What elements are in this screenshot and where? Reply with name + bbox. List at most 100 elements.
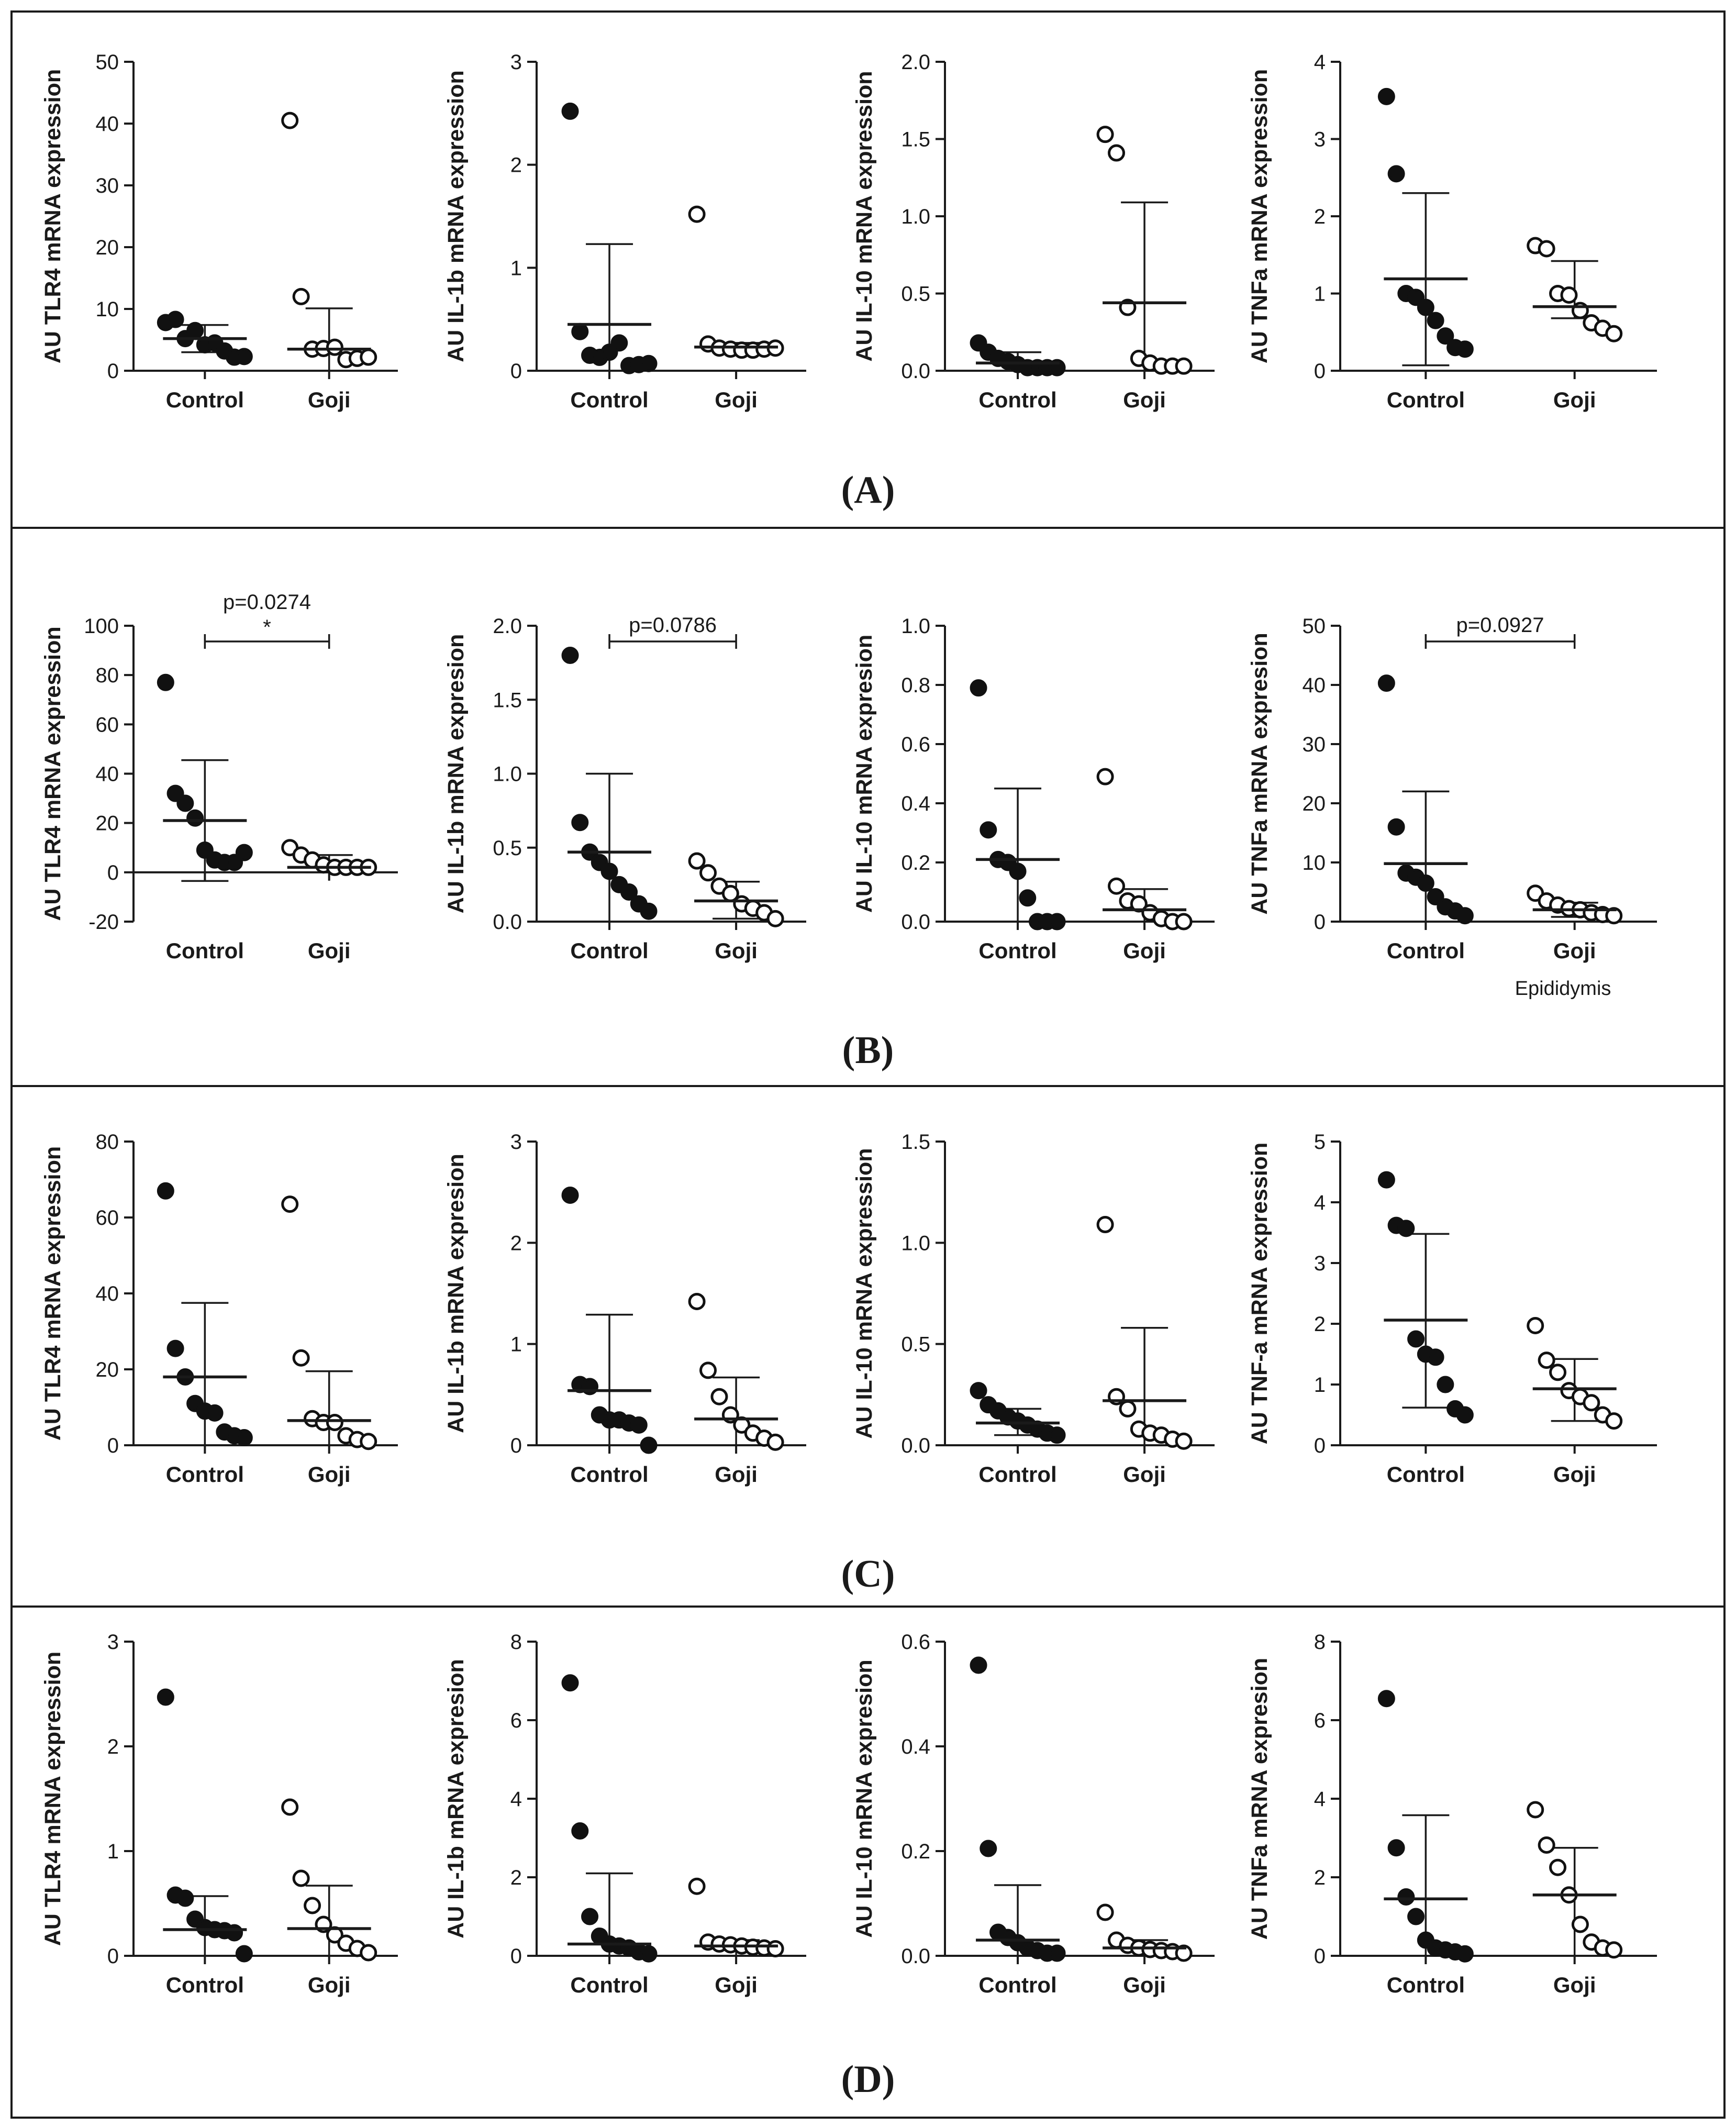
series-control: [1377, 1171, 1474, 1424]
data-point: [281, 1798, 299, 1816]
y-tick-label: 1.5: [901, 1131, 930, 1154]
data-point: [292, 287, 310, 305]
series-control: [1377, 674, 1474, 925]
data-point: [1583, 1394, 1600, 1412]
data-point: [688, 1292, 706, 1310]
x-tick-label: Goji: [1123, 1462, 1166, 1487]
y-tick-label: 3: [1314, 128, 1326, 151]
y-tick-label: 2.0: [493, 615, 522, 638]
data-point: [157, 1182, 174, 1200]
y-tick-label: 0: [107, 360, 119, 383]
panel-label: (D): [841, 2058, 895, 2101]
chart-c-4: 0 1 2 3 4 5 AU TNF-a mRNA expression Control Goj…: [1247, 1131, 1657, 1487]
y-tick-label: 60: [96, 713, 119, 736]
y-tick-label: 0.0: [901, 1434, 930, 1457]
data-point: [176, 794, 194, 812]
series-control: [561, 1674, 658, 1963]
y-tick-label: 20: [1303, 792, 1326, 815]
data-point: [1605, 325, 1623, 342]
y-tick-label: 0: [107, 1945, 119, 1968]
y-tick-label: 20: [96, 812, 119, 835]
data-point: [980, 821, 997, 839]
series-control: [561, 1186, 658, 1454]
y-tick-label: 0.6: [901, 733, 930, 756]
data-point: [1377, 87, 1395, 105]
data-point: [1437, 327, 1454, 345]
chart-b-3: 0.0 0.2 0.4 0.6 0.8 1.0 AU IL-10 mRNA expresio…: [852, 615, 1215, 963]
data-point: [561, 1186, 579, 1204]
y-tick-label: 80: [96, 664, 119, 687]
chart-a-1: 0 10 20 30 40 50 AU TLR4 mRNA expression Contro…: [40, 51, 398, 412]
y-tick-label: 2.0: [901, 51, 930, 74]
data-point: [766, 1940, 784, 1957]
series-control: [1377, 1690, 1474, 1963]
data-point: [581, 1908, 599, 1925]
series-control: [970, 1656, 1066, 1962]
data-point: [206, 1404, 224, 1422]
data-point: [1019, 889, 1037, 907]
y-tick-label: 0.5: [493, 837, 522, 860]
x-tick-label: Goji: [1553, 1462, 1596, 1487]
panel-label: (B): [842, 1029, 894, 1072]
y-tick-label: 3: [107, 1631, 119, 1654]
series-goji: [1527, 884, 1623, 925]
x-tick-label: Control: [570, 938, 648, 963]
y-tick-label: 40: [96, 113, 119, 136]
x-tick-label: Control: [166, 1973, 244, 1997]
data-point: [1456, 340, 1474, 358]
y-tick-label: 50: [1303, 615, 1326, 638]
data-point: [326, 1414, 343, 1431]
data-point: [360, 348, 377, 366]
data-point: [688, 852, 706, 870]
x-tick-label: Control: [1387, 1973, 1465, 1997]
y-axis-label: AU IL-10 mRNA expression: [852, 71, 877, 361]
chart-a-3: 0.0 0.5 1.0 1.5 2.0 AU IL-10 mRNA expression C…: [852, 51, 1215, 412]
y-tick-label: 2: [510, 154, 522, 177]
data-point: [292, 1349, 310, 1367]
chart-b-2: 0.0 0.5 1.0 1.5 2.0 AU IL-1b mRNA expresion Co…: [443, 614, 806, 963]
data-point: [1605, 1412, 1623, 1430]
y-axis-label: AU IL-1b mRNA expresion: [443, 1659, 469, 1939]
x-tick-label: Control: [166, 1462, 244, 1487]
x-tick-label: Goji: [308, 938, 351, 963]
y-tick-label: 1: [510, 257, 522, 280]
y-axis-label: AU IL-1b mRNA expression: [443, 70, 469, 362]
y-tick-label: 0.0: [901, 360, 930, 383]
y-tick-label: 2: [1314, 205, 1326, 228]
y-tick-label: 4: [1314, 1191, 1326, 1214]
y-tick-label: 30: [96, 174, 119, 197]
data-point: [1427, 888, 1444, 906]
y-tick-label: 4: [1314, 51, 1326, 74]
y-tick-label: 0: [1314, 360, 1326, 383]
data-point: [226, 1924, 243, 1942]
data-point: [281, 1195, 299, 1213]
y-tick-label: 8: [510, 1631, 522, 1654]
y-tick-label: 3: [510, 1131, 522, 1154]
y-tick-label: 0: [510, 1945, 522, 1968]
data-point: [166, 1339, 184, 1357]
data-point: [1175, 357, 1193, 375]
data-point: [1175, 1432, 1193, 1450]
y-tick-label: 1: [1314, 1374, 1326, 1397]
y-axis-label: AU IL-1b mRNA expresion: [443, 1154, 469, 1433]
x-tick-label: Goji: [1123, 387, 1166, 412]
y-tick-label: 1: [107, 1840, 119, 1863]
y-axis-label: AU TLR4 mRNA expression: [40, 1652, 65, 1946]
data-point: [157, 673, 174, 691]
series-goji: [1527, 237, 1623, 342]
chart-d-4: 0 2 4 6 8 AU TNFa mRNA expresion Control Goji: [1247, 1631, 1657, 1997]
panel-label: (C): [841, 1553, 895, 1596]
x-tick-label: Goji: [1553, 938, 1596, 963]
y-tick-label: 2: [1314, 1866, 1326, 1889]
data-point: [970, 1656, 987, 1674]
data-point: [561, 1674, 579, 1692]
data-point: [970, 679, 987, 697]
series-goji: [281, 1195, 377, 1450]
x-tick-label: Control: [570, 387, 648, 412]
data-point: [1527, 1801, 1544, 1819]
x-tick-label: Goji: [1553, 1973, 1596, 1997]
y-tick-label: 4: [1314, 1788, 1326, 1811]
chart-b-4: 0 10 20 30 40 50 AU TNFa mRNA expresion Control…: [1247, 614, 1657, 1000]
